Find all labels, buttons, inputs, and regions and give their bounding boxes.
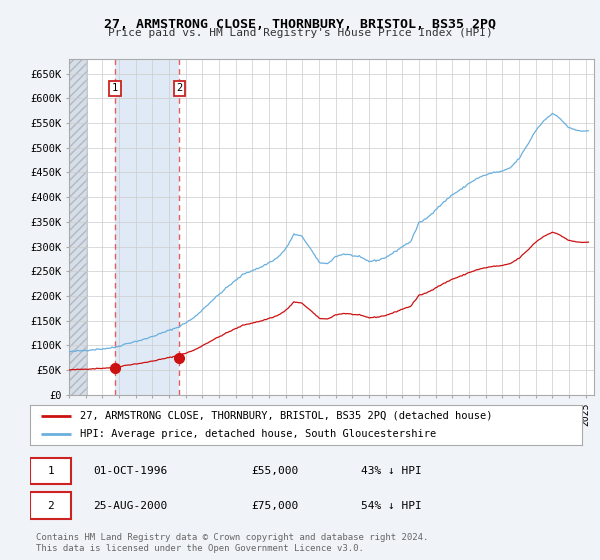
Text: Price paid vs. HM Land Registry's House Price Index (HPI): Price paid vs. HM Land Registry's House … bbox=[107, 28, 493, 38]
Text: 1: 1 bbox=[112, 83, 118, 94]
FancyBboxPatch shape bbox=[30, 458, 71, 484]
Text: 54% ↓ HPI: 54% ↓ HPI bbox=[361, 501, 422, 511]
Text: 1: 1 bbox=[47, 466, 54, 476]
Bar bbox=[115, 59, 179, 395]
Text: 27, ARMSTRONG CLOSE, THORNBURY, BRISTOL, BS35 2PQ: 27, ARMSTRONG CLOSE, THORNBURY, BRISTOL,… bbox=[104, 18, 496, 31]
Text: £75,000: £75,000 bbox=[251, 501, 298, 511]
Bar bbox=[69, 59, 87, 395]
Text: £55,000: £55,000 bbox=[251, 466, 298, 476]
Text: 01-OCT-1996: 01-OCT-1996 bbox=[94, 466, 168, 476]
Text: 2: 2 bbox=[47, 501, 54, 511]
Text: HPI: Average price, detached house, South Gloucestershire: HPI: Average price, detached house, Sout… bbox=[80, 430, 436, 439]
FancyBboxPatch shape bbox=[30, 492, 71, 519]
Text: 27, ARMSTRONG CLOSE, THORNBURY, BRISTOL, BS35 2PQ (detached house): 27, ARMSTRONG CLOSE, THORNBURY, BRISTOL,… bbox=[80, 411, 492, 421]
Text: Contains HM Land Registry data © Crown copyright and database right 2024.
This d: Contains HM Land Registry data © Crown c… bbox=[36, 533, 428, 553]
Text: 25-AUG-2000: 25-AUG-2000 bbox=[94, 501, 168, 511]
Text: 2: 2 bbox=[176, 83, 182, 94]
Text: 43% ↓ HPI: 43% ↓ HPI bbox=[361, 466, 422, 476]
